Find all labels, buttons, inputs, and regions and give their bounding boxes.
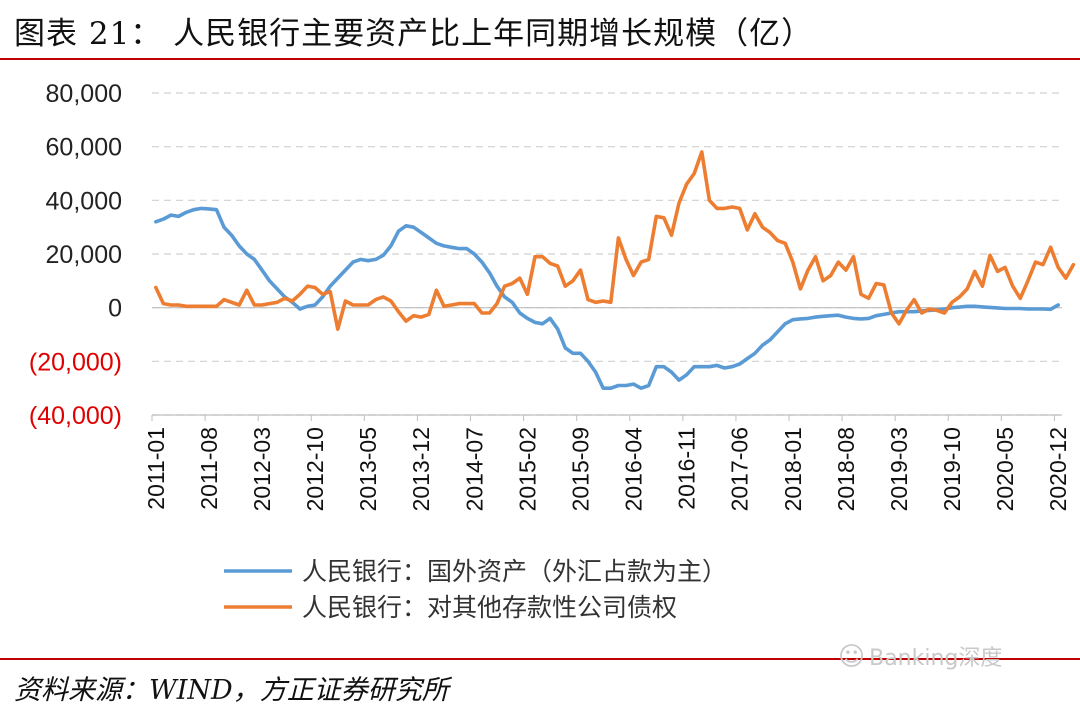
x-tick-label: 2018-08 (833, 427, 859, 511)
y-tick-label: 40,000 (46, 187, 122, 215)
y-tick-label: (20,000) (29, 348, 122, 376)
x-tick-label: 2018-01 (780, 427, 806, 511)
x-tick-label: 2011-08 (196, 427, 222, 510)
source-note: 资料来源：WIND，方正证券研究所 (14, 675, 449, 706)
legend: 人民银行：国外资产（外汇占款为主） 人民银行：对其他存款性公司债权 (224, 557, 727, 622)
legend-label-2: 人民银行：对其他存款性公司债权 (302, 593, 677, 622)
watermark: ☺ Banking深度 (838, 640, 1002, 672)
x-tick-label: 2020-12 (1045, 427, 1071, 511)
gridlines (152, 92, 1062, 416)
x-tick-label: 2015-09 (567, 427, 593, 511)
x-tick-label: 2013-05 (355, 427, 381, 511)
x-axis: 2011-01 2011-08 2012-03 2012-10 2013-05 2013-… (143, 307, 1071, 512)
x-tick-label: 2016-04 (621, 427, 647, 512)
x-tick-label: 2012-10 (302, 427, 328, 511)
x-tick-label: 2016-11 (674, 427, 700, 510)
x-tick-label: 2014-07 (461, 427, 487, 511)
y-axis: 80,000 60,000 40,000 20,000 0 (20,000) (40,000… (29, 80, 122, 430)
y-tick-label: 80,000 (46, 80, 122, 108)
chart-title: 图表 21： 人民银行主要资产比上年同期增长规模（亿） (14, 16, 814, 52)
x-tick-label: 2012-03 (249, 427, 275, 511)
x-tick-label: 2013-12 (408, 427, 434, 511)
x-tick-label: 2019-10 (939, 427, 965, 511)
x-tick-label: 2011-01 (143, 427, 169, 510)
x-tick-label: 2019-03 (886, 427, 912, 511)
legend-label-1: 人民银行：国外资产（外汇占款为主） (302, 557, 727, 586)
y-tick-label: 0 (108, 295, 122, 323)
x-tick-label: 2015-02 (514, 427, 540, 511)
x-tick-label: 2017-06 (727, 427, 753, 511)
wechat-icon: ☺ (838, 642, 866, 672)
series-lines (154, 150, 1076, 390)
x-tick-label: 2020-05 (992, 427, 1018, 511)
bottom-rule (0, 658, 1080, 660)
series-line-2 (154, 150, 1076, 331)
y-tick-label: 60,000 (46, 134, 122, 162)
top-rule (0, 58, 1080, 60)
watermark-text: Banking深度 (869, 646, 1003, 671)
y-tick-label: 20,000 (46, 241, 122, 269)
y-tick-label: (40,000) (29, 402, 122, 430)
